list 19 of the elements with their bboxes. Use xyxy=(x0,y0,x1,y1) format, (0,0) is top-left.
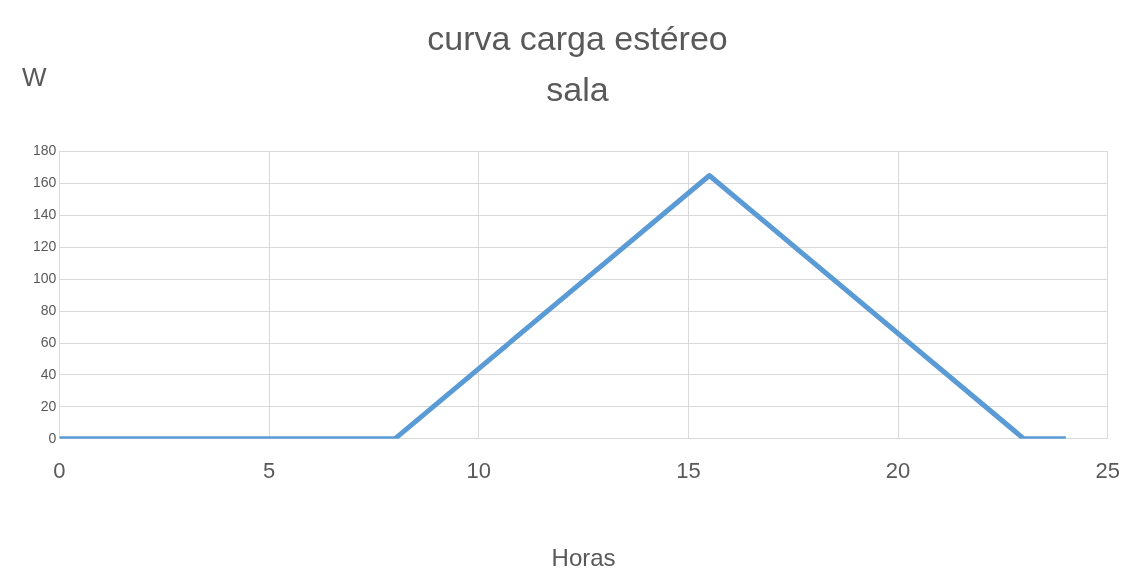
chart-title: curva carga estéreo xyxy=(427,18,728,57)
chart-subtitle: sala xyxy=(546,69,609,108)
x-tick-label: 15 xyxy=(676,458,701,484)
y-tick-label: 140 xyxy=(33,206,57,223)
x-tick-label: 20 xyxy=(885,458,911,484)
y-tick-label: 180 xyxy=(33,142,57,159)
x-axis-title: Horas xyxy=(551,544,616,572)
y-tick-label: 40 xyxy=(40,365,57,382)
y-tick-label: 0 xyxy=(48,429,57,446)
y-tick-label: 60 xyxy=(40,333,57,350)
x-tick-label: 5 xyxy=(262,458,276,484)
x-tick-label: 25 xyxy=(1095,458,1121,484)
y-tick-label: 120 xyxy=(33,238,57,255)
y-tick-label: 100 xyxy=(33,270,57,287)
y-tick-label: 160 xyxy=(33,174,57,191)
x-tick-label: 10 xyxy=(466,458,491,484)
y-tick-label: 20 xyxy=(40,397,57,414)
y-tick-label: 80 xyxy=(40,302,57,319)
y-axis-title: W xyxy=(22,62,47,93)
